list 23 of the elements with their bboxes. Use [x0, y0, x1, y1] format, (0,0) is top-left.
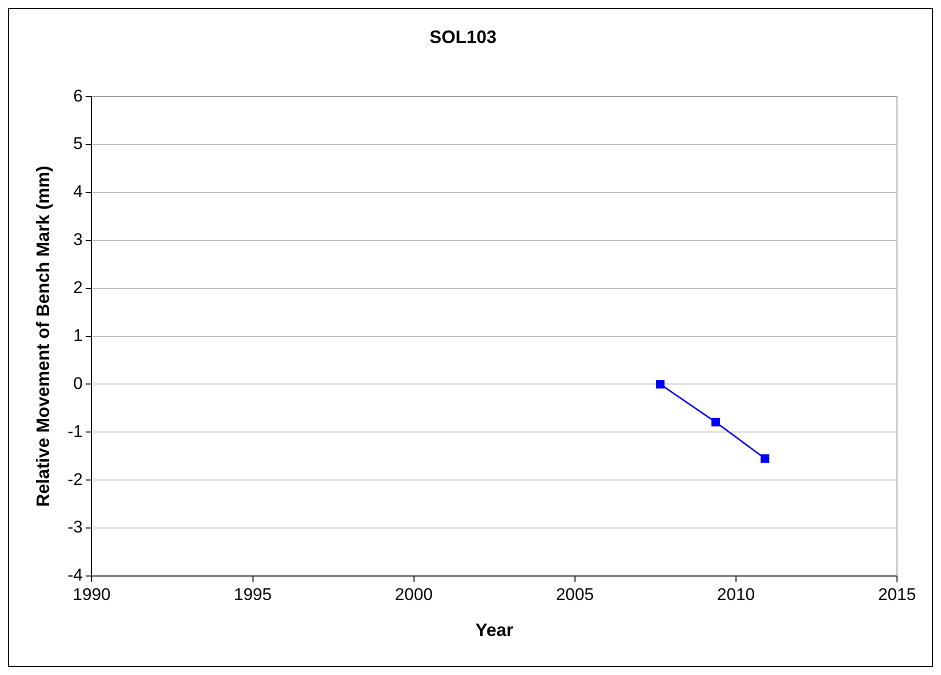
y-tick-label: 5 [73, 134, 83, 154]
point [711, 418, 720, 426]
x-tick-label: 2005 [556, 584, 594, 604]
y-tick-label: -3 [68, 518, 83, 537]
y-tick-label: 4 [73, 182, 83, 202]
x-tick-label: 2015 [878, 584, 916, 604]
y-tick-label: -1 [68, 422, 83, 441]
x-tick-label: 1995 [234, 584, 272, 604]
x-tick-label: 2010 [717, 584, 755, 604]
chart-title: SOL103 [429, 26, 497, 47]
x-tick-label: 2000 [394, 584, 433, 604]
y-tick-label: -4 [68, 566, 83, 585]
y-tick-label: 6 [73, 86, 83, 106]
y-tick-label: 2 [73, 278, 83, 298]
point [656, 380, 665, 389]
y-tick-label: 0 [73, 374, 83, 393]
y-axis-title: Relative Movement of Bench Mark (mm) [32, 166, 53, 507]
point [760, 454, 770, 463]
y-tick-label: 3 [73, 230, 83, 250]
y-tick-label: -2 [68, 470, 83, 489]
x-tick-label: 1990 [72, 584, 111, 604]
x-axis-title: Year [475, 620, 514, 640]
y-tick-label: 1 [73, 326, 83, 345]
